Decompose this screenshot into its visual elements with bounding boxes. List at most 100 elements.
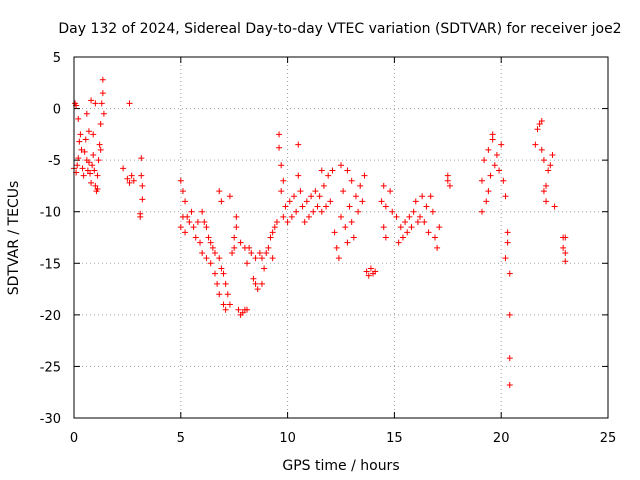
data-point (338, 213, 344, 220)
data-point (282, 203, 289, 210)
x-tick-label: 25 (600, 431, 617, 446)
data-point (222, 306, 229, 313)
data-point (90, 151, 97, 158)
data-point (218, 198, 225, 205)
data-point (310, 208, 317, 215)
data-point (346, 203, 353, 210)
data-point (100, 110, 107, 117)
data-point (207, 260, 214, 267)
data-point (84, 167, 91, 174)
data-point (429, 208, 436, 215)
data-point (549, 151, 556, 158)
y-tick-label: -25 (40, 360, 61, 375)
data-point (404, 229, 411, 236)
data-point (250, 275, 257, 282)
data-point (269, 229, 276, 236)
data-point (244, 260, 251, 267)
data-point (199, 249, 206, 256)
data-point (74, 162, 81, 169)
data-point (226, 193, 233, 200)
data-point (399, 234, 406, 241)
x-tick-label: 15 (386, 431, 403, 446)
x-tick-label: 0 (70, 431, 78, 446)
data-point (244, 306, 251, 313)
plot-frame (73, 56, 609, 419)
data-point (327, 198, 334, 205)
y-tick-label: 5 (53, 51, 61, 66)
data-point (91, 167, 98, 174)
data-point (97, 146, 104, 153)
data-point (425, 229, 432, 236)
data-point (344, 239, 351, 246)
data-point (423, 203, 430, 210)
data-point (280, 177, 287, 184)
data-point (485, 188, 492, 195)
data-point (252, 255, 259, 262)
data-point (276, 131, 283, 138)
data-point (89, 162, 96, 169)
data-point (94, 172, 101, 179)
data-point (233, 213, 240, 220)
data-point (87, 170, 94, 177)
data-point (363, 268, 370, 275)
data-point (481, 157, 488, 164)
data-point (92, 100, 99, 107)
data-point (389, 208, 396, 215)
data-point (235, 306, 242, 313)
data-point (85, 159, 92, 166)
data-point (329, 167, 336, 174)
data-point (352, 193, 359, 200)
grid (74, 57, 608, 418)
data-point (126, 179, 133, 186)
data-point (295, 172, 302, 179)
data-point (248, 249, 255, 256)
data-point (534, 126, 541, 133)
y-axis-label: SDTVAR / TECUs (6, 181, 22, 296)
data-point (406, 213, 413, 220)
data-point (92, 182, 99, 189)
y-tick-label: 0 (53, 103, 61, 118)
data-point (216, 255, 223, 262)
data-point (348, 177, 355, 184)
data-point (506, 355, 513, 362)
data-point (258, 255, 265, 262)
data-point (506, 311, 513, 318)
data-point (478, 208, 485, 215)
data-point (547, 162, 554, 169)
data-point (308, 193, 315, 200)
data-point (378, 198, 385, 205)
data-point (276, 144, 283, 151)
data-point (543, 198, 550, 205)
data-point (246, 244, 253, 251)
data-point (138, 155, 145, 162)
data-point (220, 270, 227, 277)
data-point (224, 291, 231, 298)
data-points (71, 76, 569, 388)
data-point (489, 131, 496, 138)
data-point (402, 219, 409, 226)
data-point (120, 165, 127, 172)
data-point (216, 188, 223, 195)
data-point (436, 224, 443, 231)
data-point (545, 167, 552, 174)
data-point (496, 167, 503, 174)
data-point (295, 141, 302, 148)
data-point (78, 146, 85, 153)
data-point (88, 179, 95, 186)
data-point (444, 172, 451, 179)
data-point (239, 309, 246, 316)
data-point (211, 270, 218, 277)
data-point (207, 239, 214, 246)
y-tick-label: -10 (40, 206, 61, 221)
data-point (318, 208, 325, 215)
data-point (75, 155, 82, 162)
data-point (498, 141, 505, 148)
data-point (201, 219, 208, 226)
data-point (551, 203, 558, 210)
y-tick-label: -20 (40, 309, 61, 324)
data-point (233, 224, 240, 231)
data-point (393, 213, 400, 220)
data-point (372, 268, 379, 275)
axis-ticks: 0 5 10 15 20 25 5 0 -5 -10 -15 -20 -25 -30 (40, 51, 617, 446)
data-point (182, 198, 189, 205)
